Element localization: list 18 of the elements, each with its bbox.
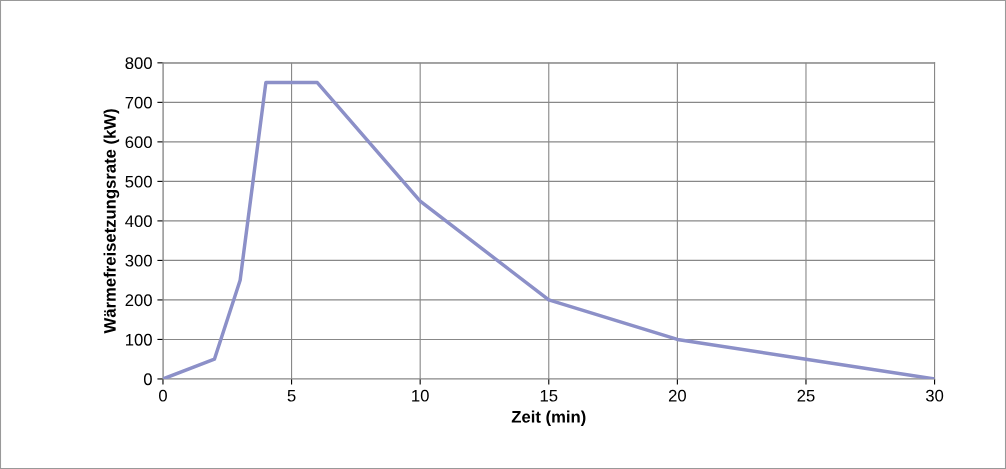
x-tick-label: 5 (287, 389, 296, 402)
x-tick-label: 0 (158, 389, 167, 402)
y-tick-label: 500 (125, 175, 152, 188)
x-tick-label: 25 (797, 389, 815, 402)
x-tick-label: 20 (668, 389, 686, 402)
y-tick-label: 100 (126, 333, 152, 346)
y-axis-title: Wärmefreisetzungsrate (kW) (103, 109, 120, 334)
y-tick-label: 300 (125, 254, 152, 267)
y-tick-label: 200 (125, 294, 152, 307)
x-axis-title: Zeit (min) (511, 410, 586, 426)
y-tick-label: 700 (125, 96, 152, 109)
y-tick-label: 400 (125, 215, 152, 228)
x-tick-label: 30 (925, 389, 944, 402)
x-tick-label: 10 (412, 389, 429, 402)
x-tick-label: 15 (540, 389, 558, 402)
y-tick-label: 600 (125, 136, 152, 149)
y-tick-label: 0 (143, 373, 152, 386)
y-tick-label: 800 (125, 57, 152, 70)
